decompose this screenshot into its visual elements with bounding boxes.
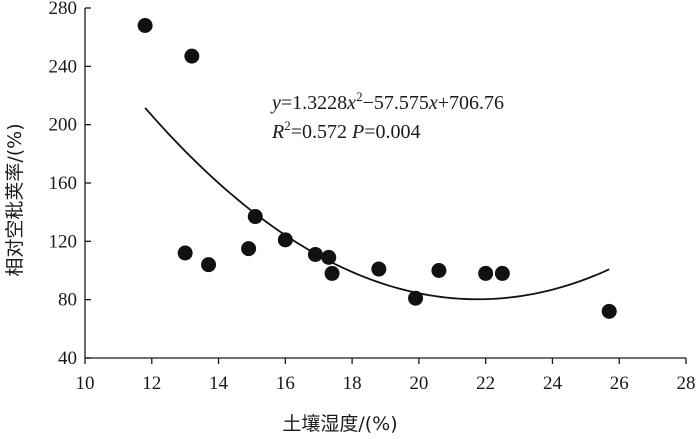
x-ticks: 10 12 14 16 18 20 22 24 26 28 — [76, 358, 696, 394]
data-point — [247, 209, 263, 225]
r-squared-value: =0.572 — [291, 121, 352, 143]
data-point — [321, 249, 337, 265]
data-point — [137, 18, 153, 33]
data-point — [371, 261, 387, 277]
equation-x-var: x — [346, 92, 356, 114]
x-tick-label: 12 — [142, 373, 161, 394]
data-point — [494, 265, 510, 281]
y-tick-label: 40 — [58, 348, 77, 369]
p-var: P — [351, 121, 364, 143]
fit-equation: y=1.3228x2−57.575x+706.76 — [270, 89, 504, 114]
x-tick-label: 14 — [209, 373, 229, 394]
p-value: =0.004 — [364, 121, 420, 143]
y-ticks: 40 80 120 160 200 240 280 — [49, 0, 91, 369]
data-point — [601, 303, 617, 319]
data-point — [201, 257, 217, 273]
equation-exponent: 2 — [356, 89, 363, 104]
r-squared-exponent: 2 — [284, 118, 291, 133]
y-tick-label: 160 — [49, 173, 78, 194]
r-squared-var: R — [271, 121, 284, 143]
data-point — [431, 263, 447, 278]
data-point — [408, 290, 424, 306]
equation-x-var-2: x — [428, 92, 438, 114]
equation-coef-b: −57.575 — [363, 92, 429, 114]
equation-constant: +706.76 — [438, 92, 504, 114]
y-tick-label: 120 — [49, 231, 78, 252]
fit-curve — [144, 107, 610, 301]
data-point — [241, 241, 257, 257]
y-tick-label: 80 — [58, 290, 77, 311]
data-point — [277, 232, 293, 248]
x-tick-label: 20 — [409, 373, 428, 394]
x-tick-label: 26 — [610, 373, 629, 394]
x-tick-label: 10 — [76, 373, 95, 394]
x-tick-label: 18 — [343, 373, 362, 394]
y-axis-label: 相对空秕荚率/(%) — [4, 123, 26, 276]
equation-y-var: y — [270, 92, 281, 114]
axes — [84, 8, 686, 359]
x-axis-label: 土壤湿度/(%) — [282, 413, 397, 435]
data-points — [137, 18, 617, 319]
y-tick-label: 240 — [49, 56, 78, 77]
data-point — [324, 265, 340, 281]
data-point — [184, 48, 200, 64]
x-tick-label: 16 — [276, 373, 295, 394]
equation-coef-a: =1.3228 — [281, 92, 347, 114]
x-tick-label: 28 — [677, 373, 696, 394]
data-point — [478, 265, 494, 281]
y-tick-label: 280 — [49, 0, 78, 19]
data-point — [307, 246, 323, 262]
y-tick-label: 200 — [49, 115, 78, 136]
x-tick-label: 22 — [476, 373, 495, 394]
data-point — [177, 245, 193, 261]
x-tick-label: 24 — [543, 373, 563, 394]
fit-statistics: R2=0.572 P=0.004 — [271, 118, 421, 143]
